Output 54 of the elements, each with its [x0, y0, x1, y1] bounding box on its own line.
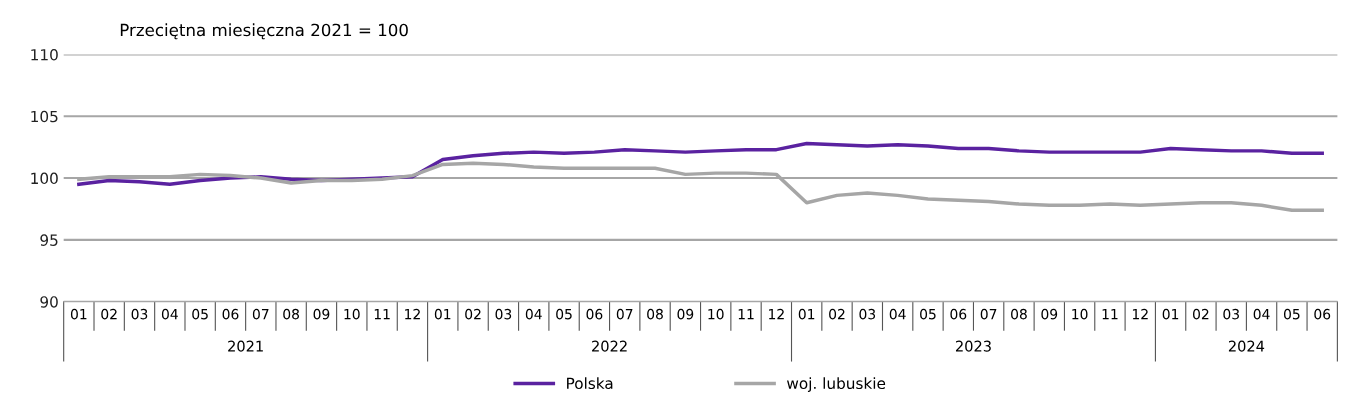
legend-label: woj. lubuskie [787, 377, 886, 393]
text: 2023 [955, 340, 991, 352]
x-tick-label: 08 [1011, 308, 1027, 320]
x-tick-label: 04 [525, 308, 542, 320]
chart-subtitle: Przeciętna miesięczna 2021 = 100 [120, 23, 408, 40]
x-tick-label: 01 [70, 308, 87, 320]
x-tick-label: 03 [495, 308, 512, 320]
x-tick-label: 04 [161, 308, 178, 320]
y-tick-label: 100 [31, 172, 58, 185]
x-tick-label: 05 [556, 308, 572, 320]
x-tick-label: 04 [889, 308, 906, 320]
x-tick-label: 07 [980, 308, 997, 320]
x-tick-label: 08 [647, 308, 663, 320]
x-tick-label: 12 [769, 308, 784, 320]
x-tick-label: 03 [1223, 308, 1239, 320]
x-tick-label: 06 [586, 308, 603, 320]
text: 2021 [228, 340, 263, 352]
x-tick-label: 10 [708, 308, 724, 320]
x-tick-label: 06 [1314, 308, 1331, 320]
y-tick-label: 110 [31, 48, 58, 61]
x-tick-label: 04 [1253, 308, 1270, 320]
text: 2022 [592, 340, 627, 352]
x-tick-label: 05 [1283, 308, 1300, 320]
x-tick-label: 08 [283, 308, 300, 320]
x-tick-label: 12 [1132, 308, 1148, 320]
x-tick-label: 07 [616, 308, 633, 320]
x-tick-label: 02 [465, 308, 481, 320]
x-tick-label: 06 [222, 308, 239, 320]
x-tick-label: 11 [738, 309, 754, 320]
x-tick-label: 11 [374, 309, 390, 320]
x-tick-label: 02 [101, 308, 117, 320]
x-tick-label: 03 [859, 308, 876, 320]
x-tick-label: 10 [1072, 308, 1088, 320]
x-tick-label: 05 [920, 308, 936, 320]
x-tick-label: 02 [829, 308, 845, 320]
x-tick-label: 05 [192, 308, 208, 320]
x-tick-label: 01 [798, 308, 815, 320]
x-tick-label: 09 [313, 308, 330, 320]
legend-label: Polska [567, 377, 613, 390]
y-tick-label: 95 [40, 234, 58, 246]
y-tick-label: 90 [40, 296, 58, 308]
x-tick-label: 09 [677, 308, 694, 320]
x-tick-label: 02 [1193, 308, 1209, 320]
x-tick-label: 06 [950, 308, 967, 320]
x-tick-label: 07 [252, 308, 269, 320]
y-tick-label: 105 [31, 110, 58, 123]
x-tick-label: 10 [344, 308, 360, 320]
x-tick-label: 11 [1102, 309, 1118, 320]
x-tick-label: 09 [1041, 308, 1058, 320]
x-tick-label: 01 [1162, 308, 1179, 320]
text: 2024 [1228, 340, 1265, 352]
x-tick-label: 01 [434, 308, 451, 320]
x-tick-label: 12 [405, 308, 420, 320]
x-tick-label: 03 [131, 308, 148, 320]
